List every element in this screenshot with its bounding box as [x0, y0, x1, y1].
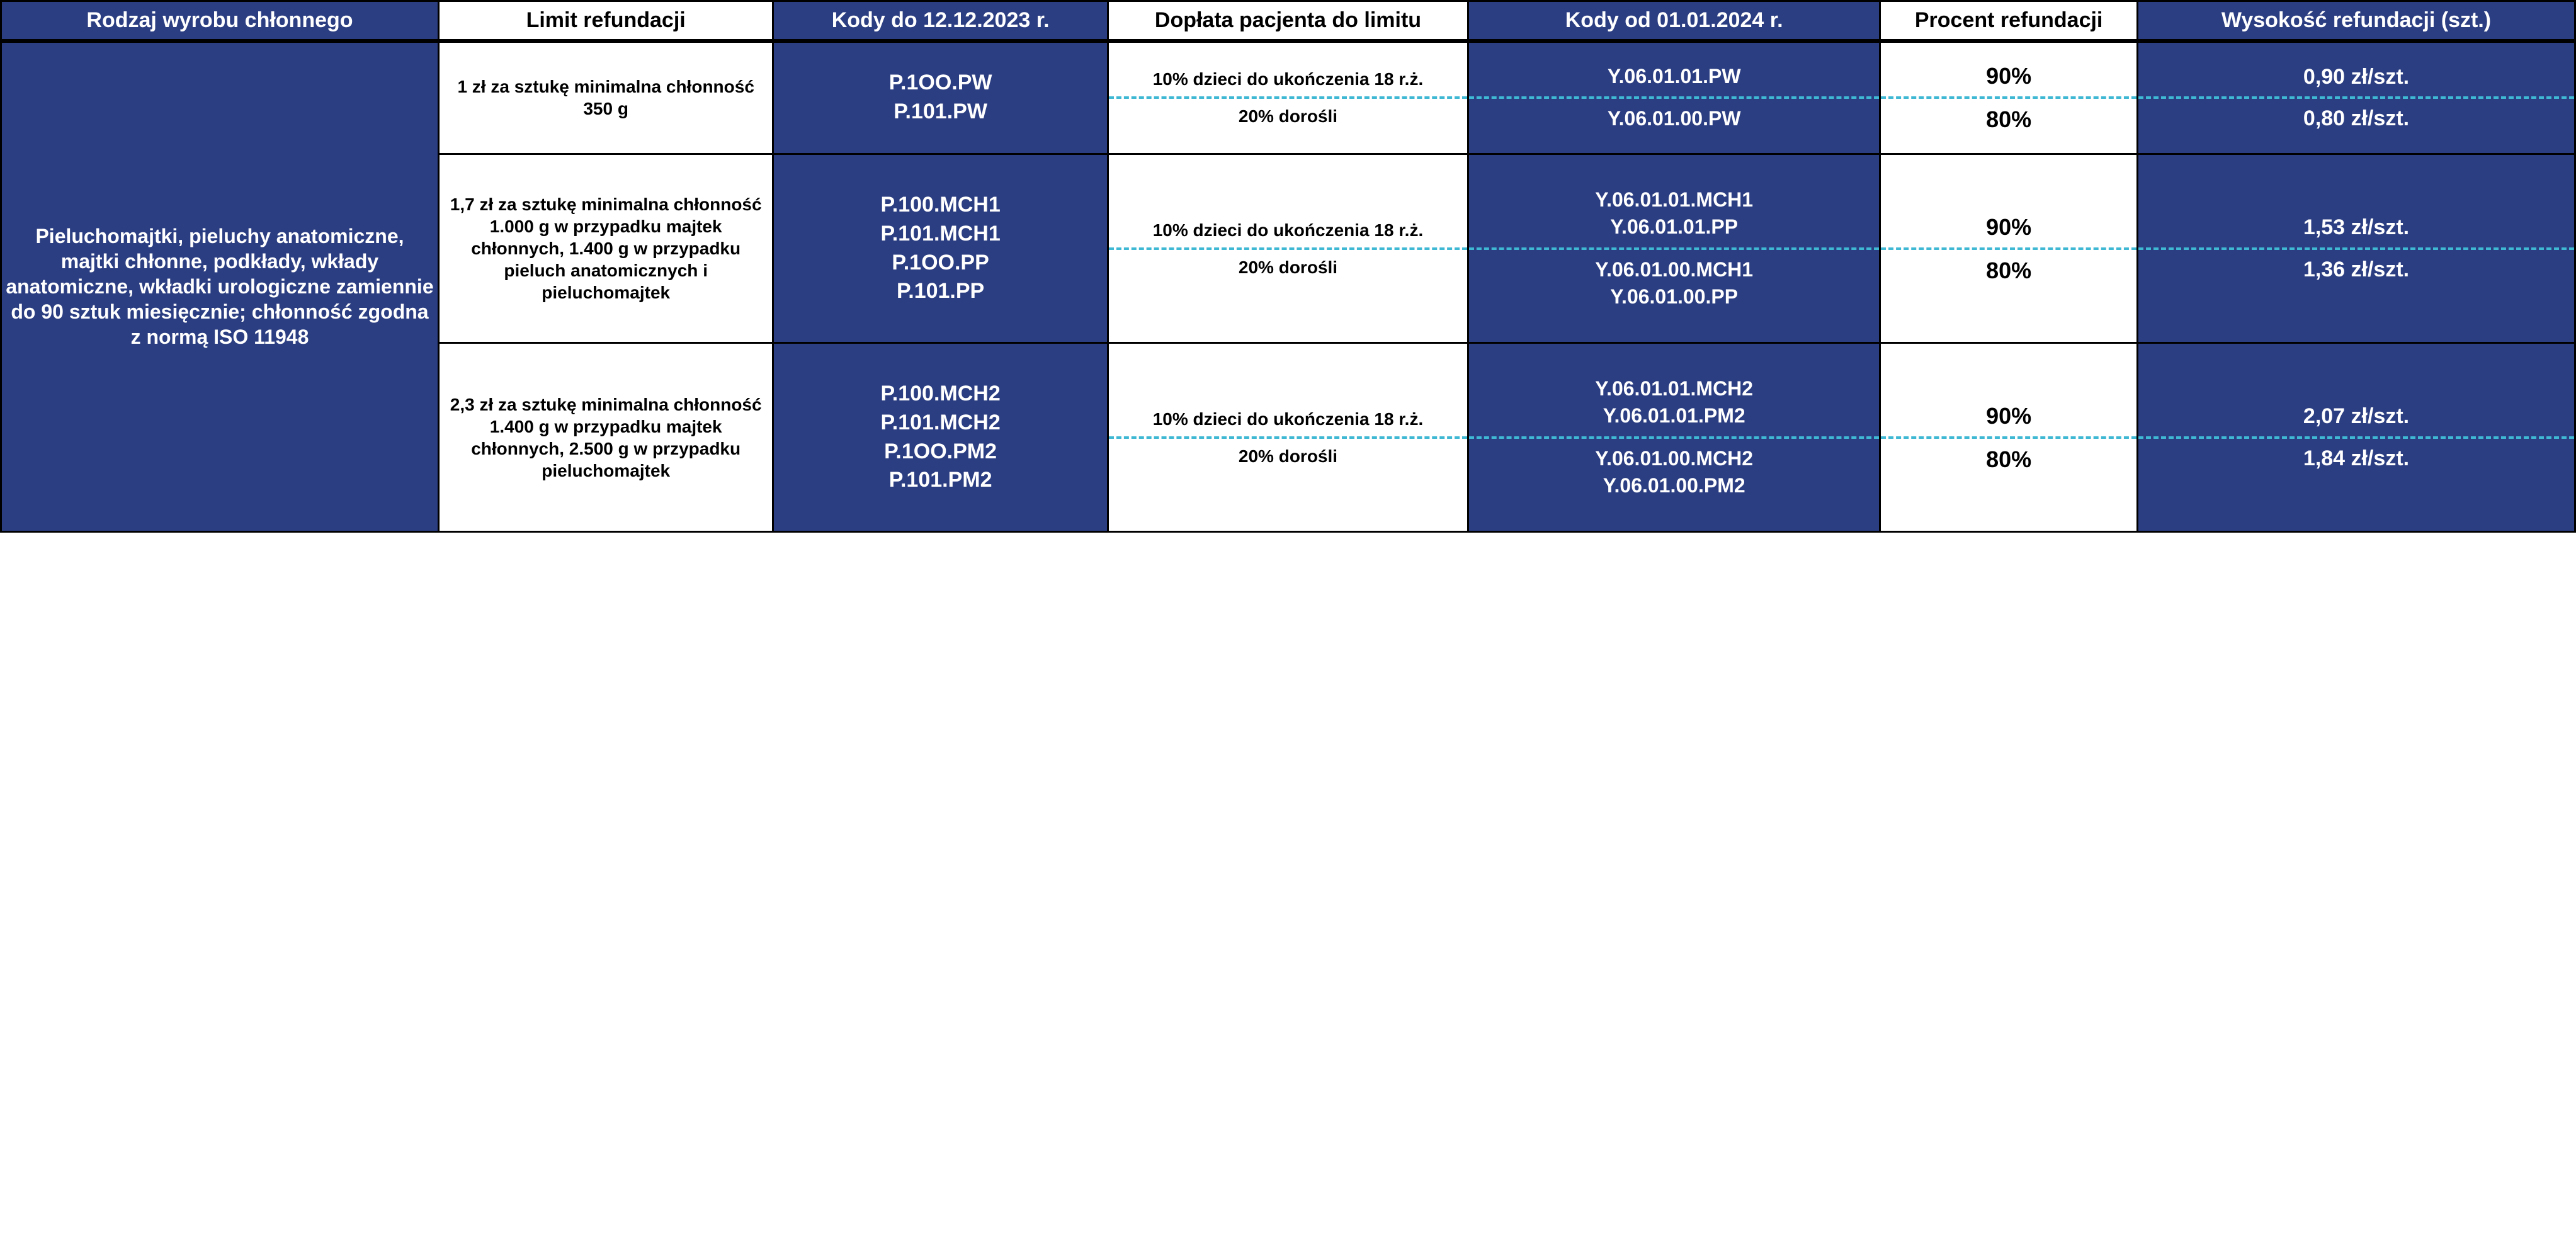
header-limit: Limit refundacji — [438, 1, 773, 41]
limit-cell: 1 zł za sztukę minimalna chłonność 350 g — [438, 41, 773, 154]
codes-old-cell: P.100.MCH1P.101.MCH1P.1OO.PPP.101.PP — [773, 154, 1108, 343]
copay-cell: 10% dzieci do ukończenia 18 r.ż. 20% dor… — [1108, 343, 1468, 532]
header-percent: Procent refundacji — [1880, 1, 2138, 41]
amount-bot: 1,36 zł/szt. — [2303, 256, 2409, 283]
codes-new-cell: Y.06.01.01.MCH2Y.06.01.01.PM2 Y.06.01.00… — [1468, 343, 1880, 532]
codes-new-bot: Y.06.01.00.MCH1Y.06.01.00.PP — [1595, 256, 1753, 310]
table-row: Pieluchomajtki, pieluchy anatomiczne, ma… — [1, 41, 2575, 154]
reimbursement-table: Rodzaj wyrobu chłonnego Limit refundacji… — [0, 0, 2576, 533]
copay-bot: 20% dorośli — [1239, 445, 1337, 467]
copay-top: 10% dzieci do ukończenia 18 r.ż. — [1153, 408, 1424, 430]
amount-bot: 1,84 zł/szt. — [2303, 445, 2409, 472]
header-codes-old: Kody do 12.12.2023 r. — [773, 1, 1108, 41]
copay-top: 10% dzieci do ukończenia 18 r.ż. — [1153, 68, 1424, 90]
codes-new-top: Y.06.01.01.MCH2Y.06.01.01.PM2 — [1595, 375, 1753, 429]
percent-top: 90% — [1986, 402, 2031, 430]
amount-cell: 1,53 zł/szt. 1,36 zł/szt. — [2138, 154, 2575, 343]
codes-new-top: Y.06.01.01.PW — [1608, 63, 1741, 90]
product-type-cell: Pieluchomajtki, pieluchy anatomiczne, ma… — [1, 41, 439, 532]
codes-old-cell: P.100.MCH2P.101.MCH2P.1OO.PM2P.101.PM2 — [773, 343, 1108, 532]
limit-cell: 1,7 zł za sztukę minimalna chłonność 1.0… — [438, 154, 773, 343]
codes-new-top: Y.06.01.01.MCH1Y.06.01.01.PP — [1595, 186, 1753, 241]
header-copay: Dopłata pacjenta do limitu — [1108, 1, 1468, 41]
codes-old-value: P.100.MCH1P.101.MCH1P.1OO.PPP.101.PP — [774, 184, 1106, 313]
amount-bot: 0,80 zł/szt. — [2303, 105, 2409, 132]
amount-top: 1,53 zł/szt. — [2303, 214, 2409, 241]
codes-new-cell: Y.06.01.01.PW Y.06.01.00.PW — [1468, 41, 1880, 154]
percent-top: 90% — [1986, 213, 2031, 241]
percent-top: 90% — [1986, 62, 2031, 90]
copay-bot: 20% dorośli — [1239, 105, 1337, 127]
percent-bot: 80% — [1986, 256, 2031, 285]
amount-cell: 2,07 zł/szt. 1,84 zł/szt. — [2138, 343, 2575, 532]
codes-new-bot: Y.06.01.00.MCH2Y.06.01.00.PM2 — [1595, 445, 1753, 499]
percent-bot: 80% — [1986, 445, 2031, 473]
amount-top: 2,07 zł/szt. — [2303, 403, 2409, 430]
percent-bot: 80% — [1986, 105, 2031, 133]
header-amount: Wysokość refundacji (szt.) — [2138, 1, 2575, 41]
copay-cell: 10% dzieci do ukończenia 18 r.ż. 20% dor… — [1108, 154, 1468, 343]
table-body: Pieluchomajtki, pieluchy anatomiczne, ma… — [1, 41, 2575, 532]
header-codes-new: Kody od 01.01.2024 r. — [1468, 1, 1880, 41]
codes-new-cell: Y.06.01.01.MCH1Y.06.01.01.PP Y.06.01.00.… — [1468, 154, 1880, 343]
percent-cell: 90% 80% — [1880, 41, 2138, 154]
amount-top: 0,90 zł/szt. — [2303, 64, 2409, 91]
copay-cell: 10% dzieci do ukończenia 18 r.ż. 20% dor… — [1108, 41, 1468, 154]
copay-top: 10% dzieci do ukończenia 18 r.ż. — [1153, 219, 1424, 241]
codes-old-value: P.100.MCH2P.101.MCH2P.1OO.PM2P.101.PM2 — [774, 373, 1106, 502]
header-product-type: Rodzaj wyrobu chłonnego — [1, 1, 439, 41]
limit-cell: 2,3 zł za sztukę minimalna chłonność 1.4… — [438, 343, 773, 532]
header-row: Rodzaj wyrobu chłonnego Limit refundacji… — [1, 1, 2575, 41]
codes-old-cell: P.1OO.PWP.101.PW — [773, 41, 1108, 154]
percent-cell: 90% 80% — [1880, 154, 2138, 343]
codes-new-bot: Y.06.01.00.PW — [1608, 105, 1741, 132]
amount-cell: 0,90 zł/szt. 0,80 zł/szt. — [2138, 41, 2575, 154]
codes-old-value: P.1OO.PWP.101.PW — [774, 62, 1106, 133]
percent-cell: 90% 80% — [1880, 343, 2138, 532]
copay-bot: 20% dorośli — [1239, 256, 1337, 278]
